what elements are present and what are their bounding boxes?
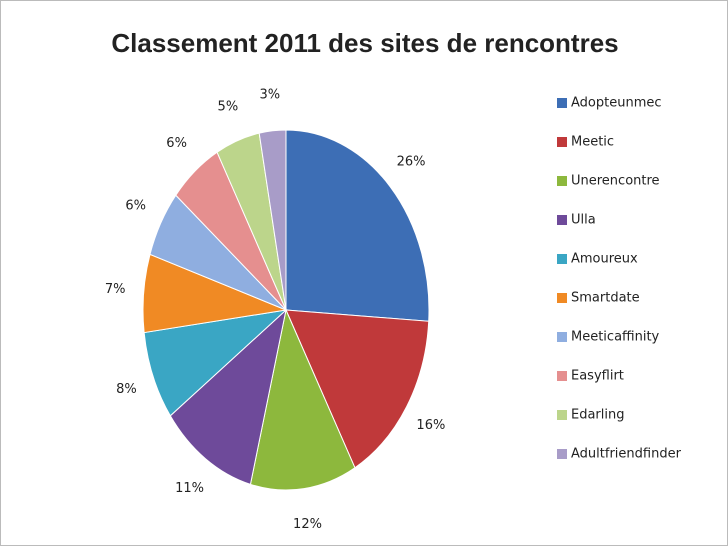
legend-swatch — [557, 254, 567, 264]
pie-slice — [169, 308, 287, 485]
legend-label: Meeticaffinity — [571, 330, 660, 345]
data-label: 8% — [116, 382, 137, 397]
legend-swatch — [557, 176, 567, 186]
legend-label: Ulla — [571, 213, 596, 228]
pie-slice — [258, 129, 287, 311]
data-label: 16% — [416, 418, 445, 433]
data-label: 11% — [175, 481, 204, 496]
legend-label: Unerencontre — [571, 174, 660, 189]
legend-label: Easyflirt — [571, 369, 624, 384]
legend-swatch — [557, 98, 567, 108]
legend-swatch — [557, 137, 567, 147]
data-label: 6% — [166, 136, 187, 151]
legend-label: Adopteunmec — [571, 96, 662, 111]
legend-label: Smartdate — [571, 291, 640, 306]
legend-swatch — [557, 332, 567, 342]
data-label: 12% — [293, 517, 322, 532]
legend-label: Amoureux — [571, 252, 638, 267]
data-label: 3% — [260, 87, 281, 102]
legend-swatch — [557, 449, 567, 459]
legend-label: Adultfriendfinder — [571, 447, 682, 462]
legend-label: Meetic — [571, 135, 614, 150]
pie-slice — [285, 129, 430, 322]
legend-swatch — [557, 371, 567, 381]
legend-swatch — [557, 410, 567, 420]
data-label: 7% — [105, 282, 126, 297]
pie-slice — [249, 308, 356, 491]
legend-label: Edarling — [571, 408, 625, 423]
data-label: 6% — [125, 198, 146, 213]
pie-slice — [143, 309, 288, 417]
data-label: 26% — [397, 155, 426, 170]
legend-swatch — [557, 215, 567, 225]
pie-slice — [285, 309, 430, 469]
data-label: 5% — [218, 99, 239, 114]
legend-swatch — [557, 293, 567, 303]
chart-title: Classement 2011 des sites de rencontres — [111, 28, 618, 58]
